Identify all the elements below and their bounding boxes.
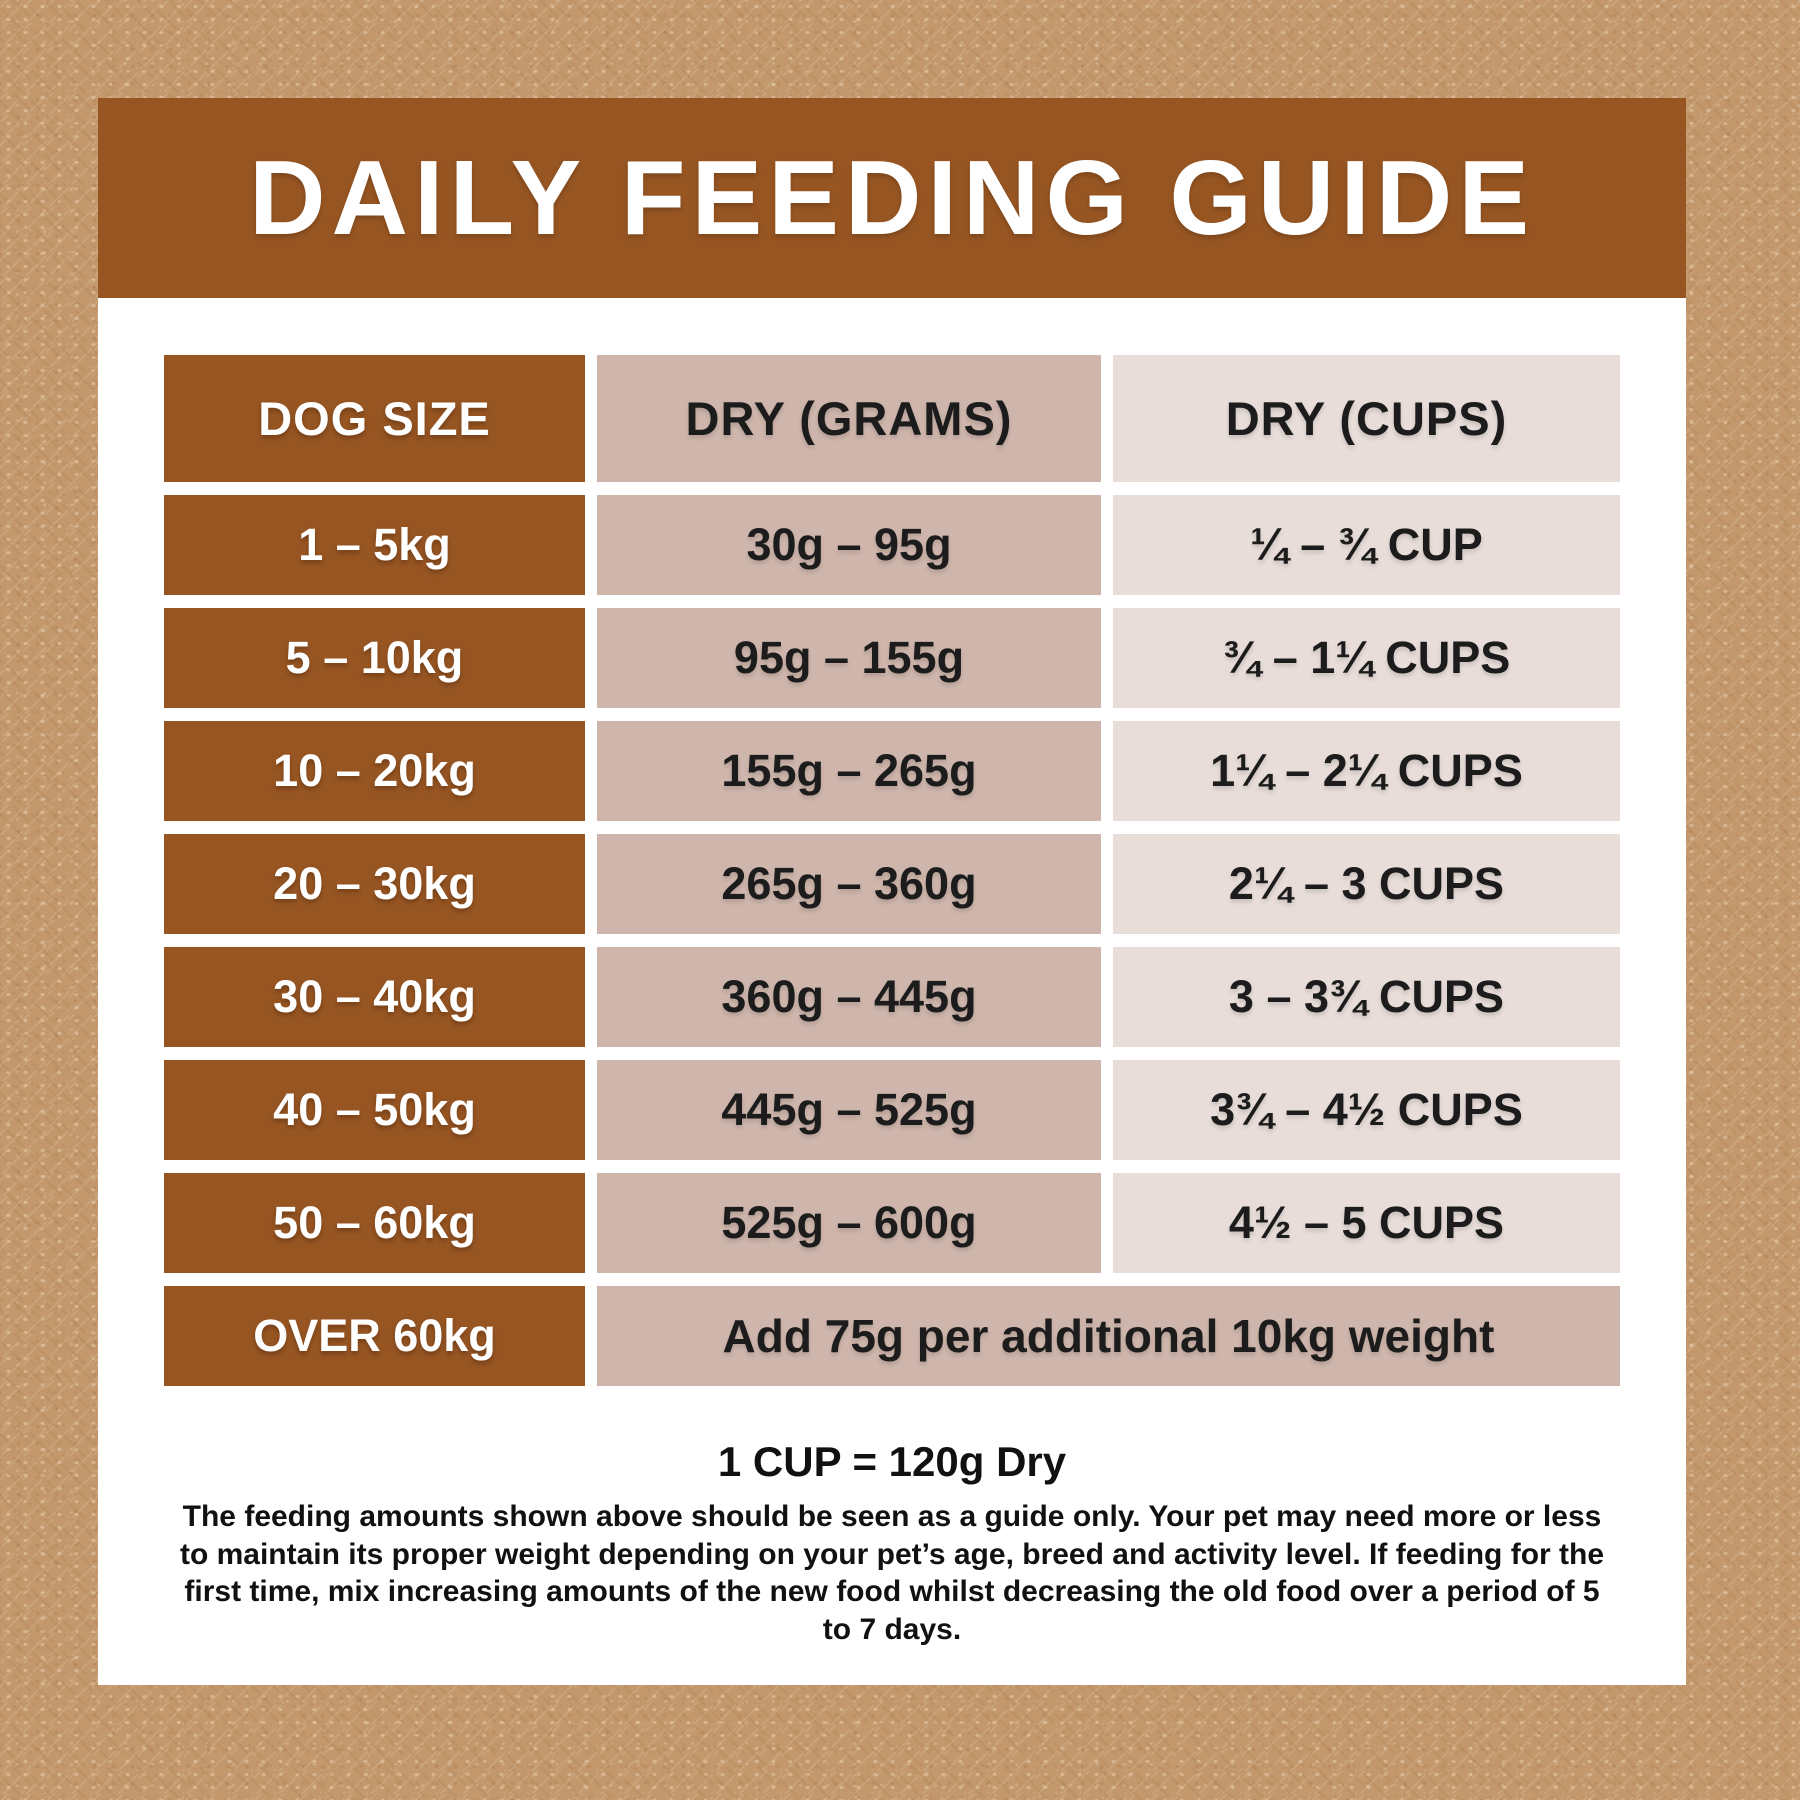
row-1-dog-size: 1 – 5kg [164,495,585,595]
row-1-dry-grams: 30g – 95g [597,495,1101,595]
feeding-table: DOG SIZE DRY (GRAMS) DRY (CUPS) 1 – 5kg … [164,355,1620,1386]
row-4-dry-cups: 2¼ – 3 CUPS [1113,834,1620,934]
row-over-60kg-note: Add 75g per additional 10kg weight [597,1286,1620,1386]
row-5-dog-size: 30 – 40kg [164,947,585,1047]
row-2-dry-cups: ¾ – 1¼ CUPS [1113,608,1620,708]
column-header-dry-cups: DRY (CUPS) [1113,355,1620,482]
row-3-dry-cups: 1¼ – 2¼ CUPS [1113,721,1620,821]
row-7-dry-grams: 525g – 600g [597,1173,1101,1273]
row-4-dry-grams: 265g – 360g [597,834,1101,934]
header-band: DAILY FEEDING GUIDE [98,98,1686,298]
row-3-dry-grams: 155g – 265g [597,721,1101,821]
cup-equivalence-note: 1 CUP = 120g Dry [717,1438,1067,1485]
column-header-dog-size: DOG SIZE [164,355,585,482]
row-7-dog-size: 50 – 60kg [164,1173,585,1273]
row-over-60kg-dog-size: OVER 60kg [164,1286,585,1386]
row-7-dry-cups: 4½ – 5 CUPS [1113,1173,1620,1273]
row-1-dry-cups: ¼ – ¾ CUP [1113,495,1620,595]
feeding-guide-card: DAILY FEEDING GUIDE DOG SIZE DRY (GRAMS)… [98,98,1686,1685]
row-3-dog-size: 10 – 20kg [164,721,585,821]
row-4-dog-size: 20 – 30kg [164,834,585,934]
row-6-dry-cups: 3¾ – 4½ CUPS [1113,1060,1620,1160]
row-5-dry-grams: 360g – 445g [597,947,1101,1047]
page-title: DAILY FEEDING GUIDE [248,138,1536,257]
row-6-dog-size: 40 – 50kg [164,1060,585,1160]
disclaimer-text: The feeding amounts shown above should b… [179,1500,1605,1646]
row-2-dry-grams: 95g – 155g [597,608,1101,708]
row-6-dry-grams: 445g – 525g [597,1060,1101,1160]
row-2-dog-size: 5 – 10kg [164,608,585,708]
row-5-dry-cups: 3 – 3¾ CUPS [1113,947,1620,1047]
column-header-dry-grams: DRY (GRAMS) [597,355,1101,482]
